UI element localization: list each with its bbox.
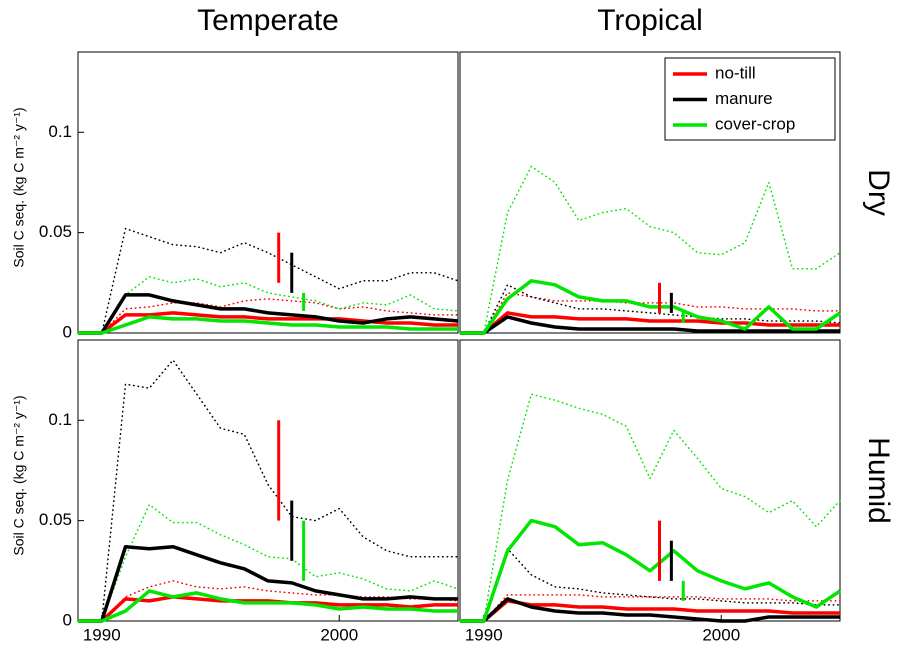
column-title: Temperate: [197, 4, 339, 37]
series-line: [78, 293, 459, 335]
x-tick-label: 1990: [83, 625, 121, 644]
bound-line: [77, 227, 459, 334]
y-tick-label: 0.1: [48, 410, 72, 429]
bound-line: [459, 393, 841, 622]
bound-line: [459, 292, 841, 334]
y-tick-label: 0: [63, 610, 72, 629]
y-axis-label: Soil C seq. (kg C m⁻² y⁻¹): [11, 395, 27, 555]
panel: Humid 1990 2000: [459, 339, 895, 644]
column-title: Tropical: [597, 4, 703, 37]
series-line: [78, 595, 458, 623]
panel: Soil C seq. (kg C m⁻² y⁻¹) 0 0.05 0.1 1990 20…: [11, 339, 459, 644]
legend-label: cover-crop: [715, 114, 795, 133]
bound-line: [77, 359, 459, 622]
y-tick-label: 0: [63, 322, 72, 341]
series-line: [460, 597, 840, 623]
legend: no-till manure cover-crop: [664, 57, 836, 141]
series-line: [78, 544, 458, 623]
row-label: Humid: [862, 437, 895, 524]
panel-frame: [77, 51, 459, 334]
panel-frame: [77, 339, 459, 622]
x-tick-label: 1990: [465, 625, 503, 644]
y-tick-label: 0.05: [39, 510, 72, 529]
bound-line: [459, 547, 841, 622]
y-tick-label: 0.05: [39, 222, 72, 241]
bound-line: [77, 503, 459, 622]
series-line: [460, 315, 840, 335]
legend-label: manure: [715, 89, 773, 108]
y-axis-label: Soil C seq. (kg C m⁻² y⁻¹): [11, 107, 27, 267]
panel-frame: [459, 51, 841, 334]
series-line: [78, 311, 458, 335]
panel: Tropical Dry no-till manure cover-crop: [459, 4, 895, 335]
y-tick-label: 0.1: [48, 122, 72, 141]
bound-line: [77, 298, 459, 334]
x-tick-label: 2000: [702, 625, 740, 644]
series-line: [460, 279, 841, 335]
row-label: Dry: [862, 169, 895, 216]
panel-frame: [459, 339, 841, 622]
bound-line: [459, 284, 841, 334]
legend-label: no-till: [715, 63, 756, 82]
x-tick-label: 2000: [320, 625, 358, 644]
series-line: [460, 518, 841, 623]
series-line: [78, 589, 458, 623]
bound-line: [459, 165, 841, 334]
bound-line: [77, 276, 459, 334]
series-line: [78, 315, 458, 335]
series-line: [460, 311, 840, 335]
bound-line: [459, 594, 841, 622]
panel: Temperate Soil C seq. (kg C m⁻² y⁻¹) 0 0.05…: [11, 4, 459, 341]
